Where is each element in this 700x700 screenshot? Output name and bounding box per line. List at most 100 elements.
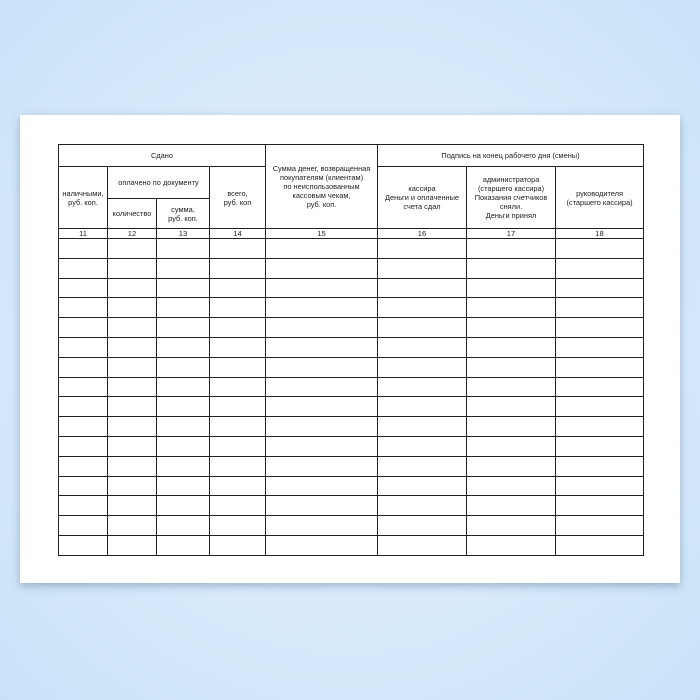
header-sum: сумма, руб. коп.	[156, 198, 210, 229]
table-cell	[265, 495, 379, 517]
table-row	[58, 416, 645, 437]
table-cell	[265, 277, 379, 299]
table-cell	[265, 435, 379, 457]
table-cell	[466, 534, 557, 556]
table-row	[58, 515, 645, 536]
table-cell	[265, 257, 379, 279]
table-cell	[466, 455, 557, 477]
table-cell	[58, 534, 108, 556]
table-row	[58, 238, 645, 259]
table-cell	[208, 356, 267, 378]
document-page: Сдано Сумма денег, возвращенная покупате…	[20, 115, 680, 583]
table-row	[58, 336, 645, 358]
table-cell	[265, 534, 379, 556]
table-row	[58, 297, 645, 319]
table-cell	[58, 416, 108, 437]
table-cell	[377, 297, 468, 319]
header-sdano: Сдано	[57, 144, 267, 167]
table-cell	[555, 277, 645, 299]
table-cell	[377, 495, 468, 517]
table-cell	[156, 317, 210, 338]
table-cell	[377, 435, 468, 457]
table-cell	[555, 475, 645, 497]
table-cell	[555, 317, 645, 338]
table-cell	[107, 376, 157, 398]
table-cell	[265, 317, 379, 338]
column-number: 18	[555, 228, 645, 239]
table-cell	[107, 534, 157, 556]
table-cell	[555, 257, 645, 279]
table-cell	[107, 515, 157, 536]
table-cell	[58, 515, 108, 536]
table-cell	[377, 515, 468, 536]
table-cell	[555, 515, 645, 536]
table-cell	[208, 257, 267, 279]
table-cell	[156, 495, 210, 517]
table-cell	[555, 356, 645, 378]
table-cell	[265, 376, 379, 398]
table-cell	[466, 376, 557, 398]
table-cell	[466, 475, 557, 497]
table-cell	[466, 416, 557, 437]
table-cell	[466, 336, 557, 358]
table-row	[58, 475, 645, 497]
table-cell	[156, 396, 210, 418]
table-cell	[555, 336, 645, 358]
table-cell	[208, 475, 267, 497]
table-cell	[58, 238, 108, 259]
table-cell	[107, 356, 157, 378]
header-total: всего, руб. коп	[208, 166, 267, 229]
column-number: 16	[377, 228, 468, 239]
table-cell	[466, 435, 557, 457]
table-cell	[555, 455, 645, 477]
table-cell	[208, 455, 267, 477]
table-row	[58, 257, 645, 279]
table-cell	[265, 297, 379, 319]
table-cell	[377, 416, 468, 437]
table-cell	[156, 416, 210, 437]
table-cell	[466, 317, 557, 338]
table-cell	[156, 336, 210, 358]
table-cell	[466, 297, 557, 319]
table-cell	[466, 356, 557, 378]
table-cell	[58, 435, 108, 457]
table-row	[58, 317, 645, 338]
table-row	[58, 376, 645, 398]
table-cell	[58, 356, 108, 378]
table-cell	[107, 495, 157, 517]
table-cell	[156, 376, 210, 398]
table-cell	[466, 515, 557, 536]
table-row	[58, 455, 645, 477]
table-cell	[377, 336, 468, 358]
table-cell	[58, 495, 108, 517]
table-cell	[555, 376, 645, 398]
header-manager: руководителя (старшего кассира)	[555, 166, 645, 229]
table-cell	[156, 297, 210, 319]
table-cell	[555, 297, 645, 319]
table-cell	[555, 238, 645, 259]
table-cell	[377, 257, 468, 279]
table-cell	[156, 534, 210, 556]
table-cell	[156, 277, 210, 299]
table-cell	[265, 515, 379, 536]
table-cell	[265, 356, 379, 378]
table-cell	[208, 515, 267, 536]
column-number: 11	[58, 228, 108, 239]
table-cell	[58, 257, 108, 279]
table-cell	[156, 356, 210, 378]
table-cell	[377, 455, 468, 477]
table-cell	[466, 238, 557, 259]
table-cell	[107, 336, 157, 358]
table-cell	[555, 416, 645, 437]
header-cashier: кассира Деньги и оплаченные счета сдал	[377, 166, 468, 229]
table-cell	[107, 257, 157, 279]
table-cell	[377, 356, 468, 378]
header-administrator: администратора (старшего кассира) Показа…	[466, 166, 557, 229]
table-cell	[156, 435, 210, 457]
table-cell	[555, 435, 645, 457]
table-cell	[156, 257, 210, 279]
table-cell	[377, 396, 468, 418]
header-cash: наличными, руб. коп.	[58, 166, 108, 229]
table-cell	[156, 455, 210, 477]
table-cell	[208, 317, 267, 338]
